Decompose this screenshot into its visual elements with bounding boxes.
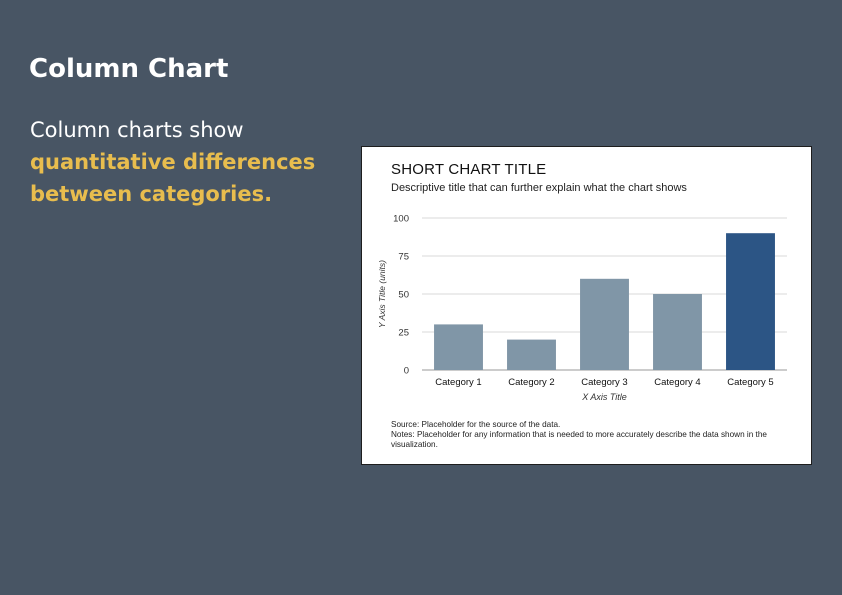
x-axis-title: X Axis Title: [581, 392, 627, 402]
x-tick-label: Category 2: [508, 377, 554, 388]
x-tick-label: Category 3: [581, 377, 627, 388]
y-tick-label: 25: [398, 328, 409, 339]
chart-card: SHORT CHART TITLE Descriptive title that…: [361, 146, 812, 465]
x-tick-label: Category 5: [727, 377, 773, 388]
chart-title: SHORT CHART TITLE: [391, 161, 547, 178]
bar: [726, 233, 775, 370]
y-tick-label: 0: [404, 366, 409, 377]
slide-title: Column Chart: [29, 54, 229, 84]
blurb-emphasis: quantitative differences between categor…: [30, 150, 316, 206]
chart-notes: Source: Placeholder for the source of th…: [391, 420, 801, 450]
bar: [507, 339, 556, 370]
column-chart: 0 25 50 75 100 Category 1 Category 2 Category 3…: [377, 214, 787, 402]
x-tick-label: Category 4: [654, 377, 700, 388]
chart-source: Source: Placeholder for the source of th…: [391, 420, 561, 429]
x-tick-label: Category 1: [435, 377, 481, 388]
blurb-intro: Column charts show: [30, 118, 244, 142]
slide-blurb: Column charts show quantitative differen…: [30, 114, 320, 210]
y-tick-label: 100: [393, 214, 409, 225]
bar: [580, 278, 629, 370]
chart-notes-text: Notes: Placeholder for any information t…: [391, 430, 767, 449]
chart-subtitle: Descriptive title that can further expla…: [391, 182, 687, 194]
bar: [653, 294, 702, 370]
y-axis-title: Y Axis Title (units): [377, 260, 387, 328]
y-tick-label: 75: [398, 252, 409, 263]
y-tick-label: 50: [398, 290, 409, 301]
bar: [434, 324, 483, 370]
